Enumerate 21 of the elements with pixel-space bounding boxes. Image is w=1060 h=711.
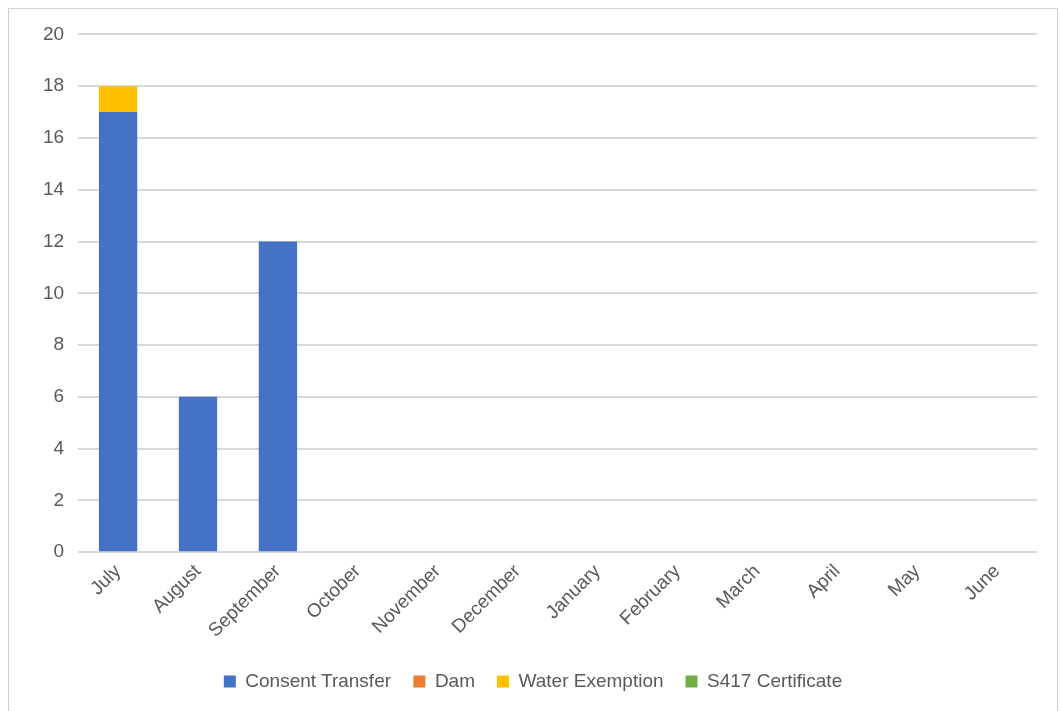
y-tick-label: 10 [42, 281, 65, 303]
x-tick-label: July [85, 559, 125, 599]
y-tick-label: 8 [53, 333, 65, 355]
y-tick-label: 16 [42, 126, 65, 148]
legend-label: Consent Transfer [245, 669, 392, 691]
y-tick-label: 14 [42, 177, 65, 199]
x-tick-label: May [883, 559, 925, 601]
y-tick-label: 20 [42, 22, 65, 44]
legend-label: Dam [434, 669, 476, 691]
bar [98, 112, 138, 552]
y-tick-label: 0 [53, 540, 65, 562]
bar [178, 396, 218, 552]
legend-label: Water Exemption [518, 669, 664, 691]
y-tick-label: 6 [53, 385, 65, 407]
y-tick-label: 2 [53, 488, 65, 510]
bar [98, 86, 138, 113]
y-tick-label: 4 [53, 436, 65, 458]
bar [258, 241, 298, 552]
legend-label: S417 Certificate [707, 669, 843, 691]
y-tick-label: 12 [42, 229, 65, 251]
y-tick-label: 18 [42, 74, 65, 96]
